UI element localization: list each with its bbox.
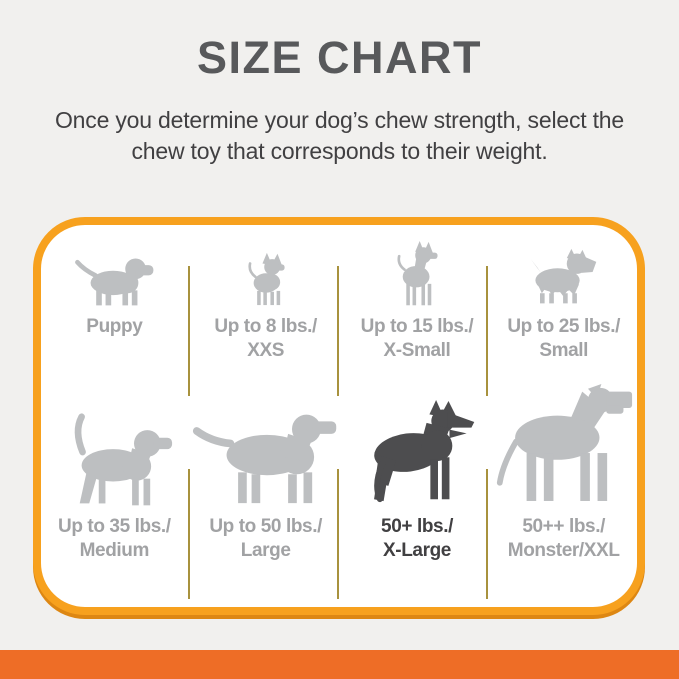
size-label: 50++ lbs./ Monster/XXL [508, 515, 620, 563]
size-cell-puppy: Puppy [41, 225, 188, 389]
size-label: Puppy [86, 315, 142, 339]
subtitle-line-2: chew toy that corresponds to their weigh… [131, 138, 548, 165]
subtitle: Once you determine your dog’s chew stren… [0, 105, 679, 167]
size-label-line: Small [539, 340, 589, 361]
size-cell-small: Up to 25 lbs./ Small [490, 225, 637, 389]
column-divider [188, 469, 190, 599]
size-label: Up to 25 lbs./ Small [507, 315, 620, 363]
column-divider [337, 469, 339, 599]
size-grid: Puppy [41, 225, 637, 607]
xsmall-dog-icon [397, 240, 438, 306]
size-chart-panel: Puppy [33, 217, 645, 615]
xlarge-dog-icon [374, 400, 475, 503]
puppy-dog-icon [75, 258, 154, 306]
size-label: 50+ lbs./ X-Large [381, 515, 453, 563]
size-cell-xxs: Up to 8 lbs./ XXS [188, 225, 344, 389]
column-divider [486, 469, 488, 599]
size-label-line: XXS [247, 340, 285, 361]
page-title: SIZE CHART [197, 32, 482, 83]
size-label-line: Up to 50 lbs./ [209, 516, 322, 537]
size-label: Up to 8 lbs./ XXS [214, 315, 317, 363]
large-dog-icon [192, 414, 336, 504]
size-label-line: Monster/XXL [507, 540, 620, 561]
size-cell-medium: Up to 35 lbs./ Medium [41, 389, 188, 599]
medium-dog-icon [75, 413, 173, 506]
size-label-line: Puppy [86, 316, 143, 337]
size-label-line: 50+ lbs./ [381, 516, 453, 537]
column-divider [337, 266, 339, 396]
size-label-line: X-Small [383, 340, 451, 361]
size-label-line: 50++ lbs./ [522, 516, 605, 537]
size-label-line: Up to 35 lbs./ [58, 516, 171, 537]
xxs-dog-icon [248, 253, 285, 306]
bottom-accent-bar [0, 650, 679, 679]
size-cell-xsmall: Up to 15 lbs./ X-Small [344, 225, 491, 389]
size-label-line: Up to 25 lbs./ [507, 316, 620, 337]
monster-xxl-dog-icon [496, 384, 632, 502]
size-cell-xlarge: 50+ lbs./ X-Large [344, 389, 491, 599]
column-divider [188, 266, 190, 396]
size-label-line: Medium [79, 540, 150, 561]
size-label-line: Large [240, 540, 291, 561]
size-label-line: Up to 15 lbs./ [360, 316, 474, 337]
subtitle-line-1: Once you determine your dog’s chew stren… [54, 107, 624, 134]
size-cell-monster-xxl: 50++ lbs./ Monster/XXL [490, 384, 637, 599]
size-cell-large: Up to 50 lbs./ Large [188, 389, 344, 599]
size-label: Up to 35 lbs./ Medium [58, 515, 171, 563]
size-label-line: X-Large [383, 540, 451, 561]
column-divider [486, 266, 488, 396]
size-label: Up to 50 lbs./ Large [209, 515, 322, 563]
size-label-line: Up to 8 lbs./ [214, 316, 317, 337]
size-label: Up to 15 lbs./ X-Small [361, 315, 474, 363]
small-dog-icon [530, 248, 596, 304]
